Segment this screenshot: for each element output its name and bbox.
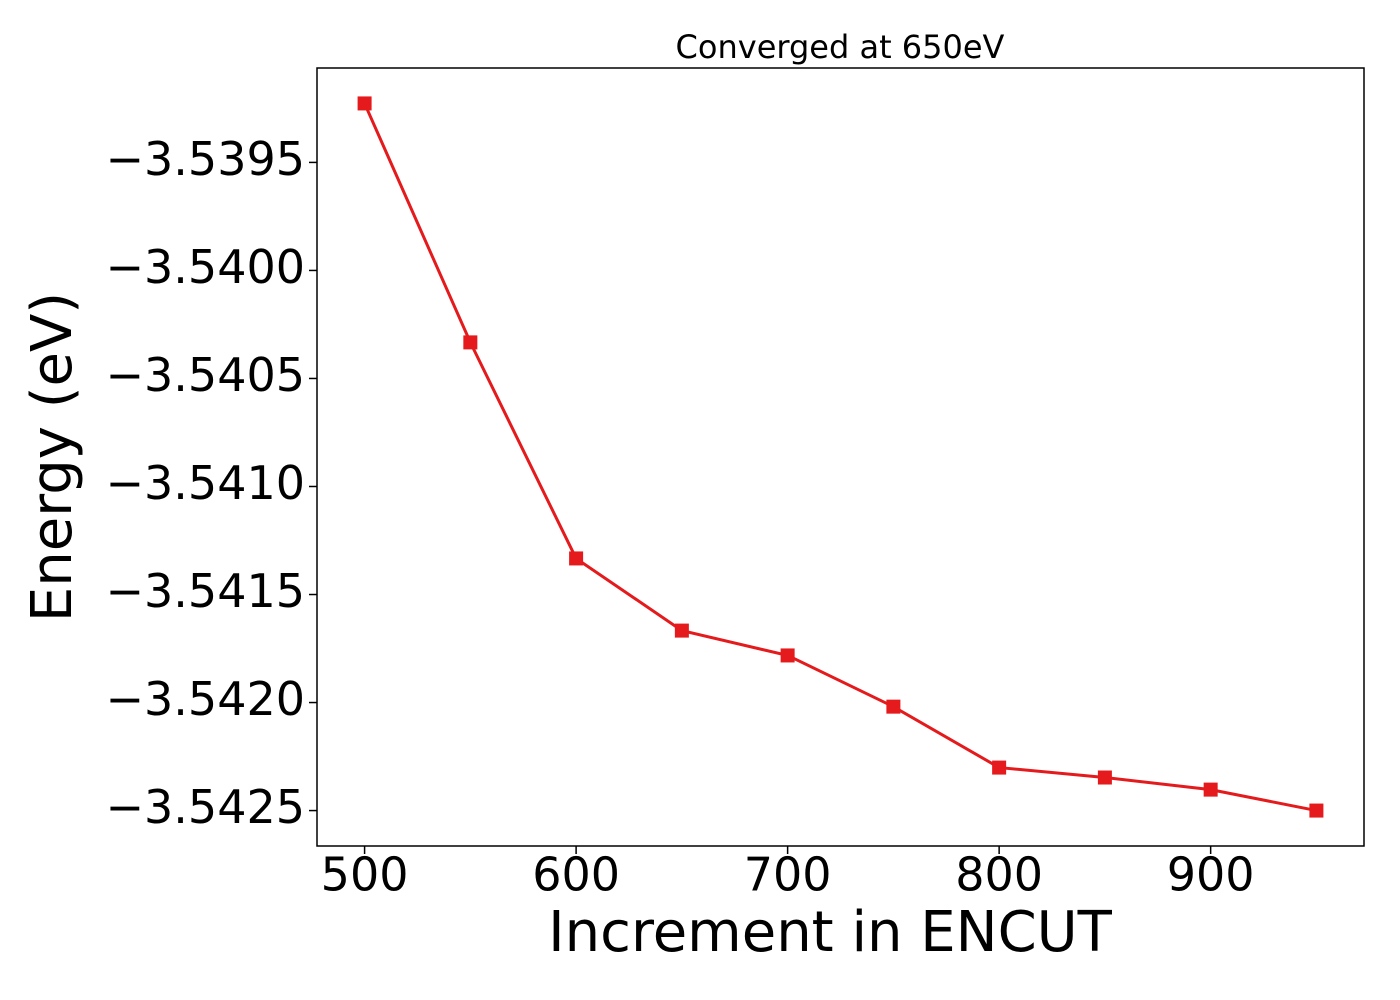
data-point — [1309, 803, 1324, 818]
y-axis-label: Energy (eV) — [20, 292, 85, 622]
data-point — [780, 648, 795, 663]
data-point — [674, 623, 689, 638]
data-point — [886, 699, 901, 714]
data-point — [1097, 770, 1112, 785]
x-tick-label: 700 — [744, 848, 832, 902]
x-tick-label: 600 — [532, 848, 620, 902]
data-point — [1203, 782, 1218, 797]
y-tick-label: −3.5395 — [106, 132, 306, 186]
data-line — [363, 102, 1317, 813]
data-point — [569, 551, 584, 566]
x-tick-label: 500 — [321, 848, 409, 902]
y-tick-label: −3.5405 — [106, 348, 306, 402]
y-tick-label: −3.5410 — [106, 456, 306, 510]
y-tick-label: −3.5420 — [106, 672, 306, 726]
x-tick-label: 800 — [955, 848, 1043, 902]
x-axis-label: Increment in ENCUT — [548, 900, 1113, 965]
data-point — [992, 760, 1007, 775]
data-point — [357, 96, 372, 111]
chart-title: Converged at 650eV — [676, 28, 1005, 66]
y-tick-label: −3.5425 — [106, 780, 306, 834]
y-tick-label: −3.5415 — [106, 564, 306, 618]
data-point — [463, 335, 478, 350]
x-tick-label: 900 — [1167, 848, 1255, 902]
plot-frame — [316, 67, 1365, 847]
y-tick-label: −3.5400 — [106, 240, 306, 294]
